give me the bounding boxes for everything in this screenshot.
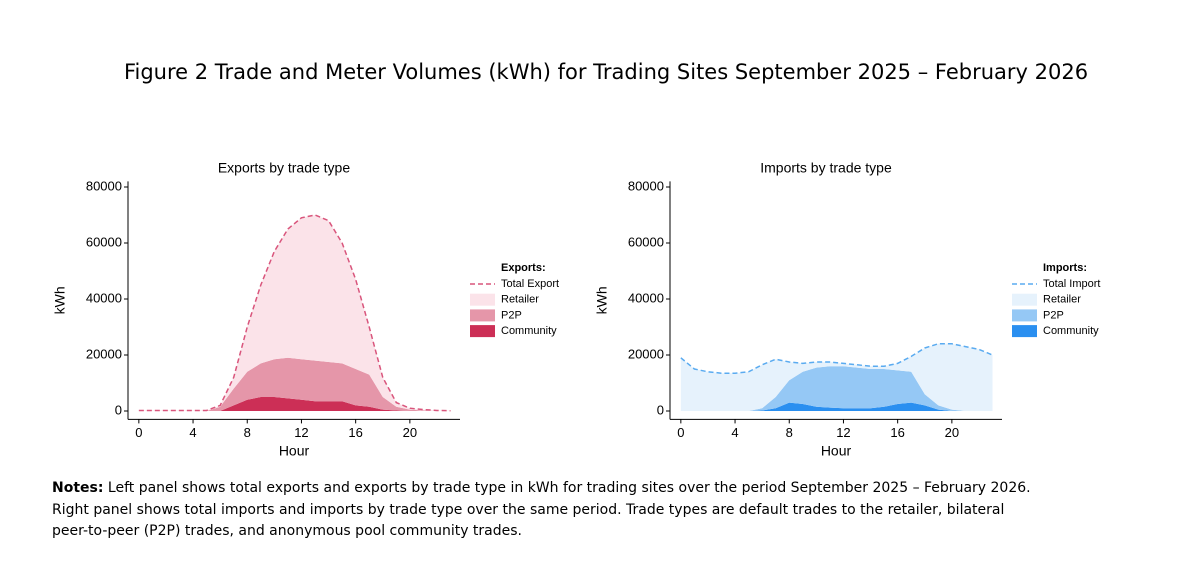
x-tick-label: 8 — [786, 425, 793, 440]
x-tick-label: 8 — [244, 425, 251, 440]
legend-title: Imports: — [1043, 262, 1087, 274]
legend-label: Retailer — [501, 294, 539, 306]
y-tick-label: 0 — [657, 402, 664, 417]
legend-label: Total Export — [501, 278, 559, 290]
x-tick-label: 12 — [294, 425, 308, 440]
notes-text: Left panel shows total exports and expor… — [52, 480, 1031, 539]
y-tick-label: 40000 — [628, 290, 664, 305]
legend-label: Community — [1043, 325, 1099, 337]
x-tick-label: 16 — [348, 425, 362, 440]
legend-label: P2P — [501, 309, 522, 321]
y-tick-label: 40000 — [86, 290, 122, 305]
legend-label: Community — [501, 325, 557, 337]
x-tick-label: 4 — [731, 425, 738, 440]
area — [138, 215, 451, 411]
x-tick-label: 0 — [135, 425, 142, 440]
x-axis-label: Hour — [279, 443, 310, 459]
y-tick-label: 60000 — [628, 234, 664, 249]
area — [680, 343, 993, 411]
legend-key — [470, 293, 495, 306]
y-tick-label: 80000 — [86, 178, 122, 193]
notes: Notes: Left panel shows total exports an… — [52, 478, 1042, 543]
notes-label: Notes: — [52, 480, 104, 496]
x-axis-label: Hour — [821, 443, 852, 459]
y-axis-label: kWh — [594, 286, 610, 314]
area — [680, 366, 993, 411]
area — [138, 357, 451, 411]
y-tick-label: 0 — [115, 402, 122, 417]
x-tick-label: 20 — [945, 425, 959, 440]
x-tick-label: 4 — [189, 425, 196, 440]
y-tick-label: 60000 — [86, 234, 122, 249]
x-tick-label: 20 — [403, 425, 417, 440]
x-tick-label: 12 — [836, 425, 850, 440]
legend-key — [1012, 309, 1037, 322]
y-tick-label: 80000 — [628, 178, 664, 193]
legend-label: Retailer — [1043, 294, 1081, 306]
legend-title: Exports: — [501, 262, 546, 274]
legend-label: Total Import — [1043, 278, 1100, 290]
y-tick-label: 20000 — [628, 346, 664, 361]
legend-key — [470, 309, 495, 322]
x-tick-label: 16 — [890, 425, 904, 440]
y-tick-label: 20000 — [86, 346, 122, 361]
legend-key — [470, 325, 495, 338]
area — [680, 402, 993, 411]
area — [138, 397, 451, 411]
legend-key — [1012, 325, 1037, 338]
y-axis-label: kWh — [52, 286, 68, 314]
legend-key — [1012, 293, 1037, 306]
x-tick-label: 0 — [677, 425, 684, 440]
panel-title: Exports by trade type — [218, 160, 351, 176]
figure-title: Figure 2 Trade and Meter Volumes (kWh) f… — [124, 60, 1088, 84]
total-line — [680, 343, 993, 374]
panel-title: Imports by trade type — [760, 160, 892, 176]
legend-label: P2P — [1043, 309, 1064, 321]
total-line — [138, 214, 451, 412]
